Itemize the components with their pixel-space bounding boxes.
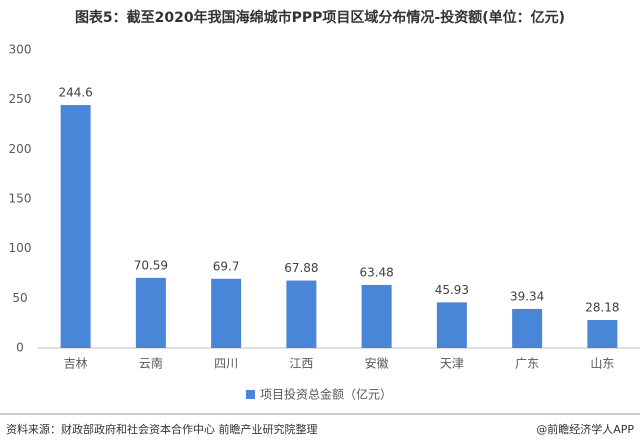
- bar: [135, 277, 166, 348]
- bar: [211, 278, 242, 348]
- x-tick-label: 吉林: [64, 357, 88, 371]
- legend-swatch: [246, 390, 255, 399]
- x-tick-label: 天津: [440, 357, 464, 371]
- x-tick-label: 江西: [289, 357, 313, 371]
- y-tick-label: 300: [9, 43, 32, 57]
- data-label: 67.88: [284, 261, 318, 275]
- data-label: 45.93: [435, 283, 469, 297]
- data-label: 63.48: [359, 265, 393, 279]
- legend-label: 项目投资总金额（亿元）: [260, 387, 392, 402]
- y-tick-label: 250: [9, 92, 32, 106]
- data-label: 244.6: [58, 86, 92, 100]
- data-label: 28.18: [585, 301, 619, 315]
- bar: [361, 284, 392, 348]
- data-label: 69.7: [213, 259, 240, 273]
- data-label: 70.59: [134, 258, 168, 272]
- source: 资料来源：财政部政府和社会资本合作中心 前瞻产业研究院整理: [6, 422, 318, 436]
- bar: [60, 105, 91, 348]
- y-tick-label: 150: [9, 192, 32, 206]
- x-tick-label: 山东: [590, 357, 614, 371]
- bar: [436, 302, 467, 348]
- y-tick-label: 0: [16, 341, 24, 355]
- bar: [286, 280, 317, 348]
- x-tick-label: 安徽: [365, 356, 389, 371]
- credit: @前瞻经济学人APP: [536, 422, 634, 436]
- data-label: 39.34: [510, 289, 544, 303]
- chart-title: 图表5：截至2020年我国海绵城市PPP项目区域分布情况-投资额(单位：亿元): [75, 9, 565, 26]
- x-tick-label: 四川: [214, 357, 238, 371]
- y-tick-label: 200: [9, 142, 32, 156]
- y-tick-label: 100: [9, 241, 32, 255]
- x-tick-label: 广东: [515, 357, 539, 371]
- x-tick-label: 云南: [139, 356, 163, 371]
- y-tick-label: 50: [12, 291, 27, 305]
- bar: [512, 308, 543, 348]
- bar: [587, 320, 618, 348]
